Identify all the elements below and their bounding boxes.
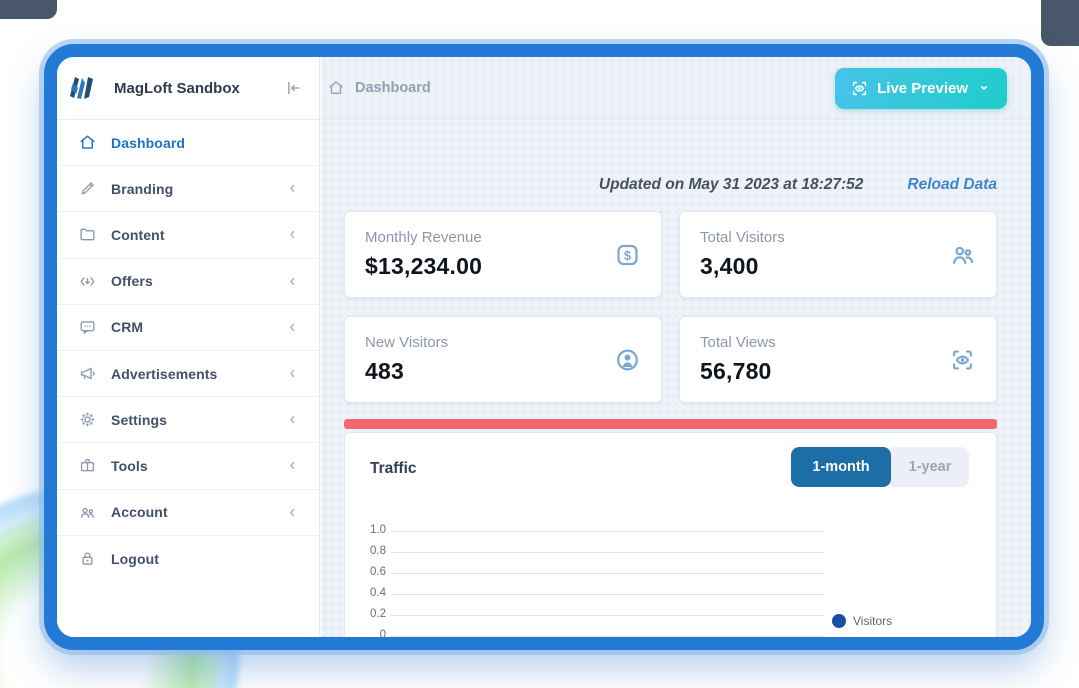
- magloft-logo-icon: [65, 70, 101, 106]
- chart-gridline: [391, 573, 824, 574]
- stat-cards: Monthly Revenue $13,234.00 $ Total Visit…: [344, 211, 997, 403]
- chevron-left-icon: [286, 321, 299, 334]
- svg-text:$: $: [624, 247, 631, 262]
- updated-timestamp: Updated on May 31 2023 at 18:27:52: [598, 176, 864, 193]
- stat-label: Total Views: [700, 334, 776, 351]
- breadcrumb-label: Dashboard: [355, 80, 431, 96]
- brush-icon: [78, 179, 97, 198]
- sidebar-item-advertisements[interactable]: Advertisements: [57, 351, 319, 398]
- home-icon: [327, 79, 345, 97]
- stat-card-total-visitors: Total Visitors 3,400: [679, 211, 997, 298]
- y-tick-label: 1.0: [370, 524, 386, 536]
- chevron-left-icon: [286, 367, 299, 380]
- toggle-1-year[interactable]: 1-year: [891, 447, 969, 487]
- sidebar-item-label: Offers: [111, 273, 153, 290]
- code-dollar-icon: [78, 272, 97, 291]
- sidebar-item-label: Settings: [111, 411, 168, 428]
- chart-gridline: [391, 531, 824, 532]
- legend-dot-icon: [832, 614, 846, 628]
- y-tick-label: 0.4: [370, 587, 386, 599]
- megaphone-icon: [78, 364, 97, 383]
- legend-label: Visitors: [853, 614, 893, 628]
- chart-gridline: [391, 636, 824, 637]
- eye-scan-icon: [949, 346, 976, 373]
- collapse-sidebar-icon[interactable]: [283, 78, 303, 98]
- chart-gridline: [391, 615, 824, 616]
- home-icon: [78, 133, 97, 152]
- chevron-left-icon: [286, 182, 299, 195]
- sidebar-item-content[interactable]: Content: [57, 212, 319, 259]
- stat-value: 483: [365, 358, 404, 384]
- sidebar-item-label: Advertisements: [111, 365, 218, 382]
- users-icon: [78, 503, 97, 522]
- stat-value: $13,234.00: [365, 253, 483, 279]
- top-bar: Dashboard Live Preview: [321, 57, 1031, 120]
- chevron-down-icon: [976, 80, 992, 96]
- dollar-icon: $: [614, 241, 641, 268]
- sidebar-item-offers[interactable]: Offers: [57, 259, 319, 305]
- sidebar-item-dashboard[interactable]: Dashboard: [57, 120, 319, 167]
- briefcase-icon: [78, 456, 97, 475]
- traffic-title: Traffic: [370, 460, 417, 477]
- stat-card-monthly-revenue: Monthly Revenue $13,234.00 $: [344, 211, 662, 298]
- chevron-left-icon: [286, 413, 299, 426]
- visitors-icon: [949, 241, 976, 268]
- sidebar-item-settings[interactable]: Settings: [57, 397, 319, 444]
- sidebar-logo-row: MagLoft Sandbox: [57, 57, 319, 120]
- chat-icon: [78, 318, 97, 337]
- chevron-left-icon: [286, 228, 299, 241]
- stat-label: New Visitors: [365, 334, 449, 351]
- traffic-card: Traffic 1-month 1-year 1.0 0.8 0.6 0.4 0…: [344, 432, 997, 641]
- stat-label: Total Visitors: [700, 229, 785, 246]
- person-circle-icon: [614, 346, 641, 373]
- decor-corner-top-left: [0, 0, 57, 19]
- sidebar-item-label: Branding: [111, 180, 174, 197]
- stat-value: 3,400: [700, 253, 759, 279]
- chart-legend: Visitors: [832, 614, 892, 628]
- accent-bar: [344, 419, 997, 429]
- eye-scan-icon: [850, 79, 869, 98]
- stat-value: 56,780: [700, 358, 772, 384]
- chevron-left-icon: [286, 506, 299, 519]
- y-tick-label: 0.2: [370, 608, 386, 620]
- app-window: MagLoft Sandbox Dashboard: [44, 44, 1044, 650]
- brand-name: MagLoft Sandbox: [114, 79, 240, 97]
- chart-gridline: [391, 594, 824, 595]
- sidebar-item-label: CRM: [111, 319, 144, 336]
- decor-corner-top-right: [1041, 0, 1079, 46]
- sidebar-item-label: Logout: [111, 550, 160, 567]
- breadcrumb: Dashboard: [327, 79, 431, 97]
- stat-card-total-views: Total Views 56,780: [679, 316, 997, 403]
- y-tick-label: 0.8: [370, 545, 386, 557]
- status-row: Updated on May 31 2023 at 18:27:52 Reloa…: [599, 176, 997, 194]
- sidebar-item-crm[interactable]: CRM: [57, 305, 319, 351]
- sidebar-item-label: Account: [111, 504, 168, 521]
- range-toggle: 1-month 1-year: [791, 447, 969, 487]
- reload-data-link[interactable]: Reload Data: [907, 176, 997, 193]
- y-tick-label: 0.6: [370, 566, 386, 578]
- stat-label: Monthly Revenue: [365, 229, 482, 246]
- sidebar-item-logout[interactable]: Logout: [57, 536, 319, 582]
- sidebar-item-label: Tools: [111, 457, 148, 474]
- stat-card-new-visitors: New Visitors 483: [344, 316, 662, 403]
- main-content: Updated on May 31 2023 at 18:27:52 Reloa…: [321, 120, 1031, 637]
- gear-icon: [78, 410, 97, 429]
- live-preview-label: Live Preview: [877, 79, 968, 97]
- sidebar-item-branding[interactable]: Branding: [57, 166, 319, 213]
- sidebar-item-label: Content: [111, 226, 165, 243]
- chart-gridline: [391, 552, 824, 553]
- chevron-left-icon: [286, 459, 299, 472]
- lock-icon: [78, 549, 97, 568]
- sidebar-item-account[interactable]: Account: [57, 490, 319, 536]
- toggle-1-month[interactable]: 1-month: [791, 447, 891, 487]
- y-tick-label: 0: [379, 629, 386, 641]
- sidebar-item-label: Dashboard: [111, 134, 186, 151]
- folder-icon: [78, 225, 97, 244]
- sidebar: MagLoft Sandbox Dashboard: [57, 57, 320, 637]
- sidebar-item-tools[interactable]: Tools: [57, 443, 319, 490]
- live-preview-button[interactable]: Live Preview: [835, 67, 1007, 109]
- chevron-left-icon: [286, 275, 299, 288]
